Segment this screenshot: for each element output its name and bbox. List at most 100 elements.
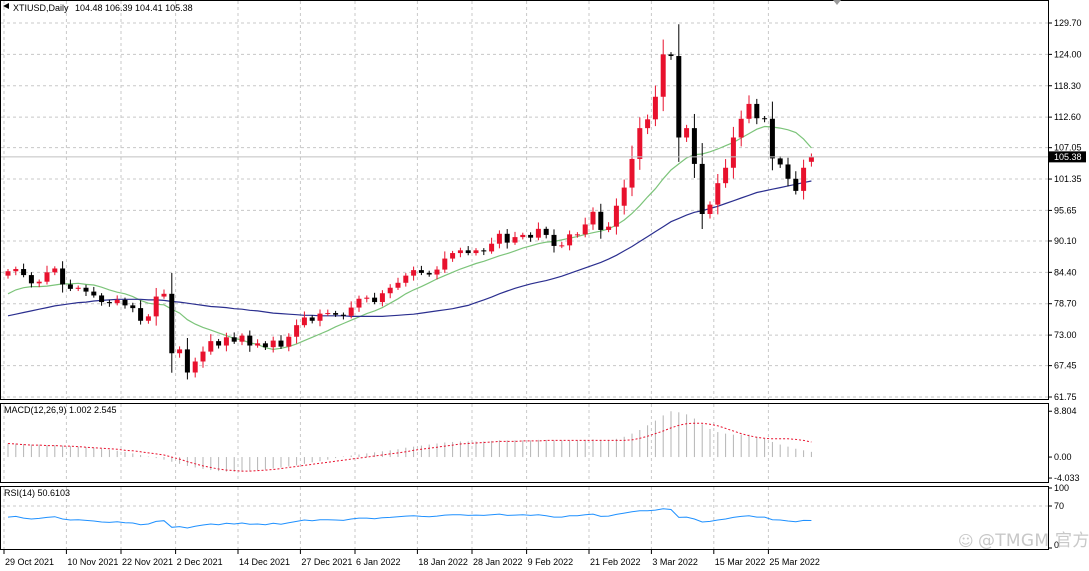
price-tick-label: 118.30 <box>1054 81 1081 91</box>
candle-body <box>426 272 432 275</box>
candle-body <box>75 287 81 289</box>
candle-body <box>528 234 534 238</box>
price-tick-label: 67.45 <box>1054 361 1077 371</box>
candle-body <box>294 325 300 337</box>
shift-marker-icon[interactable] <box>833 0 841 5</box>
candle-body <box>645 119 651 129</box>
rsi-line <box>7 508 812 529</box>
candle-body <box>559 245 565 247</box>
price-tick-label: 73.00 <box>1054 330 1077 340</box>
price-tick-label: 129.70 <box>1054 18 1082 28</box>
candle-body <box>543 228 549 235</box>
candle-body <box>442 258 448 270</box>
candle-body <box>184 349 190 373</box>
candle-body <box>309 317 315 321</box>
rsi-indicator <box>1 505 1048 529</box>
price-tick-label: 95.65 <box>1054 205 1077 215</box>
date-label: 15 Mar 2022 <box>715 557 766 567</box>
candle-body <box>177 349 183 354</box>
candle-body <box>512 237 518 243</box>
candle-body <box>473 250 479 254</box>
candle-body <box>590 211 596 225</box>
candle-body <box>379 293 385 303</box>
candlesticks <box>5 24 814 380</box>
candle-body <box>67 284 73 289</box>
candle-body <box>301 317 307 326</box>
candle-body <box>496 233 502 244</box>
candle-body <box>762 118 768 120</box>
date-label: 27 Dec 2021 <box>301 557 352 567</box>
candle-body <box>668 54 674 57</box>
candle-body <box>754 103 760 119</box>
candle-body <box>286 336 292 347</box>
watermark-logo-icon: ☺ <box>958 532 974 550</box>
candle-body <box>785 164 791 179</box>
candle-body <box>340 314 346 316</box>
candle-body <box>411 270 417 276</box>
candle-body <box>738 118 744 138</box>
macd-panel-frame <box>0 403 1049 483</box>
candle-body <box>574 234 580 236</box>
collapse-arrow-icon[interactable] <box>3 3 9 9</box>
candle-body <box>637 128 643 159</box>
candle-body <box>145 316 151 321</box>
candle-body <box>325 313 331 315</box>
candle-body <box>192 361 198 373</box>
candle-body <box>239 335 245 342</box>
ma-slow-line <box>7 180 812 317</box>
candle-body <box>21 269 27 276</box>
price-tick-label: 112.60 <box>1054 112 1081 122</box>
candle-body <box>769 118 775 159</box>
candle-body <box>606 226 612 230</box>
candle-body <box>746 103 752 119</box>
price-title: XTIUSD,Daily 104.48 106.39 104.41 105.38 <box>3 3 193 13</box>
candle-body <box>699 163 705 214</box>
candle-body <box>200 351 206 362</box>
candle-body <box>715 183 721 205</box>
macd-signal-line <box>7 422 812 472</box>
candle-body <box>535 228 541 238</box>
candle-body <box>707 204 713 214</box>
candle-body <box>247 335 253 346</box>
macd-tick-label: 8.804 <box>1054 406 1077 416</box>
candle-body <box>138 308 144 321</box>
candle-body <box>364 297 370 299</box>
price-panel-frame <box>0 0 1049 400</box>
candle-body <box>83 287 89 292</box>
chart-title: XTIUSD,Daily <box>13 3 69 13</box>
watermark: ☺ @TMGM 官方 <box>958 526 1089 551</box>
candle-body <box>13 269 19 272</box>
candle-body <box>317 313 323 321</box>
candle-body <box>793 178 799 191</box>
candle-body <box>567 234 573 246</box>
candle-body <box>457 250 463 254</box>
candle-body <box>395 282 401 288</box>
price-tick-label: 61.75 <box>1054 392 1077 402</box>
rsi-panel-frame <box>0 486 1049 550</box>
price-tick-label: 124.00 <box>1054 49 1082 59</box>
candle-body <box>91 291 97 296</box>
candle-body <box>270 340 276 348</box>
last-price-box <box>1049 151 1086 163</box>
candle-body <box>262 343 268 348</box>
candle-body <box>434 269 440 275</box>
candle-body <box>106 302 112 304</box>
candle-body <box>169 293 175 354</box>
date-label: 29 Oct 2021 <box>5 557 54 567</box>
rsi-tick-label: 70 <box>1054 501 1064 511</box>
macd-tick-label: 0.00 <box>1054 452 1072 462</box>
candle-body <box>333 313 339 315</box>
candle-body <box>153 296 159 317</box>
date-label: 18 Jan 2022 <box>418 557 468 567</box>
watermark-text: @TMGM 官方 <box>977 531 1089 551</box>
candle-body <box>598 211 604 230</box>
candle-body <box>684 128 690 138</box>
candle-body <box>613 205 619 227</box>
candle-body <box>418 270 424 273</box>
candle-body <box>676 56 682 138</box>
rsi-tick-label: 100 <box>1054 483 1069 493</box>
macd-tick-label: -4.033 <box>1054 473 1080 483</box>
last-price-label: 105.38 <box>1054 152 1082 162</box>
candle-body <box>652 96 658 120</box>
rsi-tick-label: 0 <box>1054 540 1059 550</box>
